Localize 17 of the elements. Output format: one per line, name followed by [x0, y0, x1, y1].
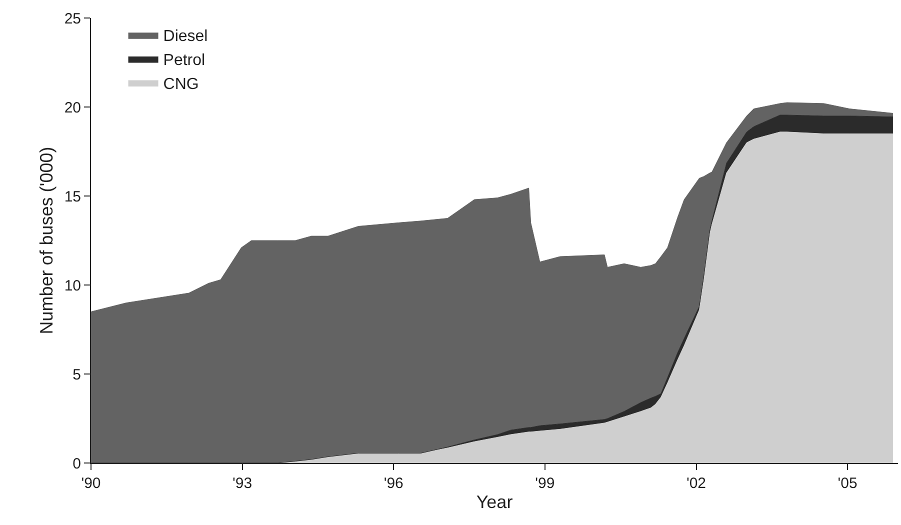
y-tick-label: 5	[72, 366, 81, 384]
x-tick-label: '99	[535, 475, 555, 492]
legend-label: CNG	[163, 76, 199, 93]
x-tick-label: '93	[232, 475, 252, 492]
x-tick-label: '90	[81, 475, 101, 492]
y-tick-label: 0	[72, 455, 81, 472]
y-tick-label: 10	[64, 277, 81, 294]
legend-label: Diesel	[163, 28, 208, 46]
y-tick-label: 25	[64, 10, 81, 28]
x-tick-label: '96	[384, 475, 404, 492]
x-tick-label: '05	[838, 475, 858, 492]
y-axis-title: Number of buses ('000)	[36, 146, 57, 334]
y-tick-label: 15	[64, 188, 81, 206]
y-tick-label: 20	[64, 99, 81, 116]
x-tick-label: '02	[686, 475, 706, 492]
x-axis-title: Year	[476, 492, 513, 512]
legend-label: Petrol	[163, 52, 206, 69]
